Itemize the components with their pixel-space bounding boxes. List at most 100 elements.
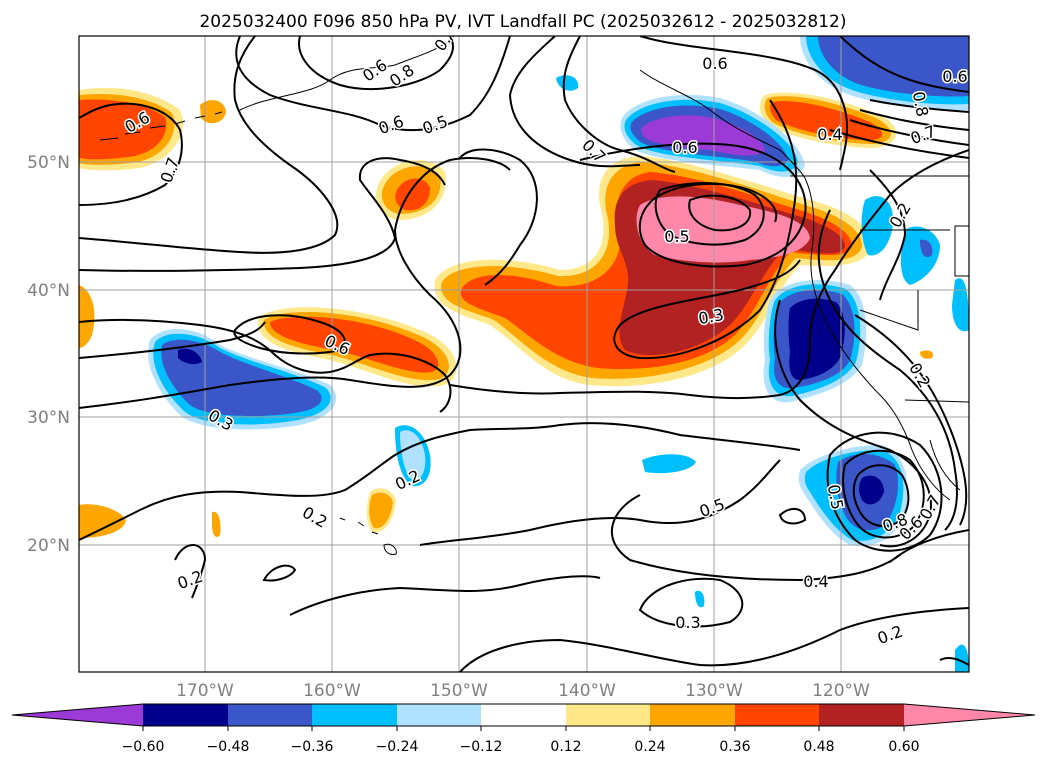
contour-label: 0.5 — [664, 227, 689, 246]
contour-line — [79, 422, 801, 541]
colorbar-segment — [312, 704, 397, 726]
fill-neg-skyblue — [642, 454, 696, 474]
lat-label-50n: 50°N — [27, 153, 70, 173]
colorbar-tick-label: −0.60 — [122, 739, 165, 755]
contour-line — [233, 314, 346, 355]
colorbar-segment — [228, 704, 312, 726]
state-box — [954, 225, 969, 277]
fill-neg-blue — [161, 339, 322, 417]
contour-line — [508, 36, 641, 168]
alaska-coast — [239, 36, 456, 111]
contour-line — [235, 36, 511, 132]
fill-neg-navy — [859, 475, 884, 505]
lat-label-20n: 20°N — [27, 536, 70, 556]
contour-line — [817, 209, 958, 531]
contour-label: 0.6 — [942, 67, 967, 86]
fill-neg-skyblue — [695, 590, 705, 608]
contour-line — [79, 36, 339, 254]
colorbar-tick-label: 0.12 — [550, 739, 581, 755]
lon-label-150w: 150°W — [430, 681, 488, 701]
colorbar-tick-label: −0.12 — [460, 739, 503, 755]
fill-pos-red — [770, 101, 883, 140]
map-panel: 0.6 0.7 0.6 0.5 0.8 0.6 0.7 0.6 0.5 0.6 … — [79, 36, 969, 672]
fill-pos-red — [270, 316, 439, 373]
longitude-labels: 170°W 160°W 150°W 140°W 130°W 120°W — [176, 681, 870, 701]
aleutian-islands — [99, 111, 223, 141]
contour-line — [654, 182, 765, 246]
lon-label-130w: 130°W — [685, 681, 743, 701]
fill-neg-skyblue — [952, 278, 969, 332]
lat-label-40n: 40°N — [27, 281, 70, 301]
contour-line — [854, 314, 968, 526]
fill-neg-navy — [788, 298, 845, 380]
contour-line — [826, 431, 943, 552]
negative-anomaly-fills — [148, 36, 969, 672]
coastlines — [99, 36, 969, 555]
colorbar-tick-label: −0.36 — [291, 739, 334, 755]
fill-pos-orange — [212, 511, 221, 537]
contour-line — [889, 529, 969, 563]
fill-pos-orange — [79, 285, 95, 348]
contour-line — [852, 464, 910, 528]
contour-line — [174, 544, 207, 599]
latitude-labels: 50°N 40°N 30°N 20°N — [27, 153, 70, 556]
lon-label-160w: 160°W — [303, 681, 361, 701]
contour-line — [419, 459, 781, 546]
contour-label: 0.4 — [803, 572, 828, 591]
canada-coast — [639, 69, 806, 179]
colorbar-segment — [735, 704, 819, 726]
us-west-coast — [804, 177, 913, 451]
colorbar-segment — [12, 704, 143, 726]
colorbar-tick-label: 0.36 — [719, 739, 750, 755]
contour-line — [79, 102, 183, 206]
colorbar-tick-label: 0.24 — [634, 739, 665, 755]
fill-pos-orange — [920, 350, 934, 359]
fill-neg-skyblue — [955, 644, 969, 672]
fill-pos-orange — [369, 492, 393, 529]
contour-line — [298, 36, 454, 91]
contour-line — [459, 607, 969, 672]
contour-line — [778, 508, 807, 525]
fill-neg-navy — [178, 348, 202, 365]
contour-line — [459, 148, 538, 286]
colorbar-tick-label: −0.48 — [207, 739, 250, 755]
fill-neg-blue — [920, 239, 933, 258]
contour-line — [688, 194, 752, 232]
contour-label: 0.3 — [675, 613, 700, 632]
colorbar-tick-label: −0.24 — [376, 739, 419, 755]
colorbar-ticks — [142, 726, 905, 731]
fill-pos-red — [79, 99, 167, 160]
fill-neg-skyblue — [556, 75, 579, 91]
colorbar-segment — [566, 704, 650, 726]
contour-label: 0.6 — [672, 138, 697, 157]
fill-pos-orange — [200, 100, 226, 124]
contour-line — [562, 36, 676, 173]
hawaii-islands — [339, 517, 397, 555]
contour-line — [829, 99, 969, 159]
contour-line — [79, 157, 511, 409]
ivt-contours — [79, 36, 969, 672]
contour-line — [774, 299, 932, 548]
contour-line — [289, 575, 601, 616]
contour-line — [842, 449, 925, 539]
contour-label: 0.6 — [702, 54, 727, 73]
contour-line — [613, 99, 801, 360]
contour-line — [262, 564, 297, 582]
contour-line — [638, 577, 744, 628]
colorbar: −0.60 −0.48 −0.36 −0.24 −0.12 0.12 0.24 … — [11, 703, 1036, 755]
colorbar-tick-label: 0.60 — [888, 739, 919, 755]
colorbar-segment — [650, 704, 735, 726]
fill-neg-skyblue — [900, 226, 940, 285]
contour-line — [939, 656, 969, 666]
lon-label-170w: 170°W — [176, 681, 234, 701]
colorbar-segment — [481, 704, 566, 726]
colorbar-segment — [397, 704, 481, 726]
fill-neg-skyblue — [861, 196, 894, 256]
contour-label: 0.4 — [817, 125, 842, 144]
lon-label-140w: 140°W — [558, 681, 616, 701]
contour-line — [869, 169, 907, 301]
contour-line — [449, 149, 969, 400]
colorbar-segment — [904, 704, 1035, 726]
colorbar-segment — [143, 704, 228, 726]
contour-line — [639, 36, 849, 171]
